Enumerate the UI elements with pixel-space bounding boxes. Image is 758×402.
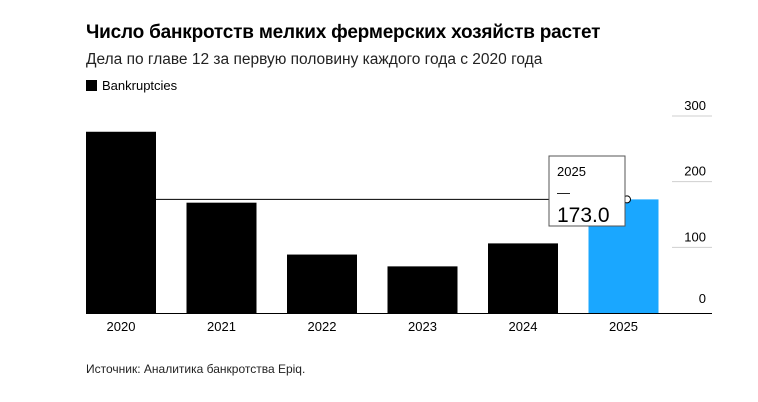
gridlines bbox=[672, 115, 712, 248]
x-tick-label: 2025 bbox=[609, 319, 638, 334]
x-tick-label: 2022 bbox=[308, 319, 337, 334]
y-tick-label: 100 bbox=[684, 229, 706, 244]
y-axis-ticks: 0 100 200 300 bbox=[684, 98, 706, 306]
chart-title: Число банкротств мелких фермерских хозяй… bbox=[86, 22, 601, 43]
x-tick-label: 2020 bbox=[107, 319, 136, 334]
bar-2023[interactable] bbox=[387, 266, 458, 313]
bar-2022[interactable] bbox=[287, 254, 357, 313]
bar-2021[interactable] bbox=[186, 202, 257, 313]
tooltip-dash: — bbox=[557, 185, 570, 200]
x-tick-label: 2024 bbox=[509, 319, 538, 334]
y-tick-label: 300 bbox=[684, 98, 706, 113]
tooltip-value: 173.0 bbox=[557, 204, 610, 227]
tooltip-year: 2025 bbox=[557, 164, 586, 179]
tooltip-box bbox=[548, 155, 626, 227]
y-tick-label: 0 bbox=[699, 291, 706, 306]
y-tick-label: 200 bbox=[684, 164, 706, 179]
x-tick-label: 2023 bbox=[408, 319, 437, 334]
source-note: Источник: Аналитика банкротства Epiq. bbox=[86, 362, 306, 376]
x-axis-labels: 2020 2021 2022 2023 2024 2025 bbox=[107, 319, 638, 334]
legend-swatch bbox=[86, 80, 97, 91]
x-tick-label: 2021 bbox=[207, 319, 236, 334]
legend: Bankruptcies bbox=[86, 78, 177, 93]
chart-subtitle: Дела по главе 12 за первую половину кажд… bbox=[86, 51, 543, 68]
bar-2024[interactable] bbox=[488, 243, 558, 313]
legend-label: Bankruptcies bbox=[102, 78, 178, 93]
tooltip: 2025 — 173.0 bbox=[548, 155, 626, 227]
bar-2020[interactable] bbox=[86, 131, 156, 313]
